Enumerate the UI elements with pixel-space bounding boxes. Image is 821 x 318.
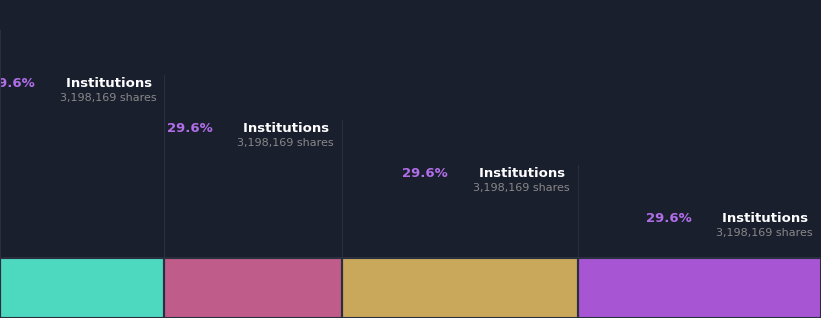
Text: Institutions: Institutions — [66, 77, 157, 90]
Text: Institutions: Institutions — [722, 212, 813, 225]
Text: 29.6%: 29.6% — [645, 212, 696, 225]
Bar — [578, 258, 821, 318]
Text: Institutions: Institutions — [243, 122, 334, 135]
Text: 3,198,169 shares: 3,198,169 shares — [717, 228, 813, 238]
Text: Institutions: Institutions — [479, 167, 570, 180]
Text: 3,198,169 shares: 3,198,169 shares — [473, 183, 570, 193]
Bar — [0, 258, 164, 318]
Text: 3,198,169 shares: 3,198,169 shares — [237, 138, 334, 148]
Text: 29.6%: 29.6% — [402, 167, 452, 180]
Text: 29.6%: 29.6% — [0, 77, 39, 90]
Text: 3,198,169 shares: 3,198,169 shares — [60, 93, 157, 103]
Bar — [342, 258, 578, 318]
Text: 29.6%: 29.6% — [167, 122, 217, 135]
Bar — [164, 258, 342, 318]
